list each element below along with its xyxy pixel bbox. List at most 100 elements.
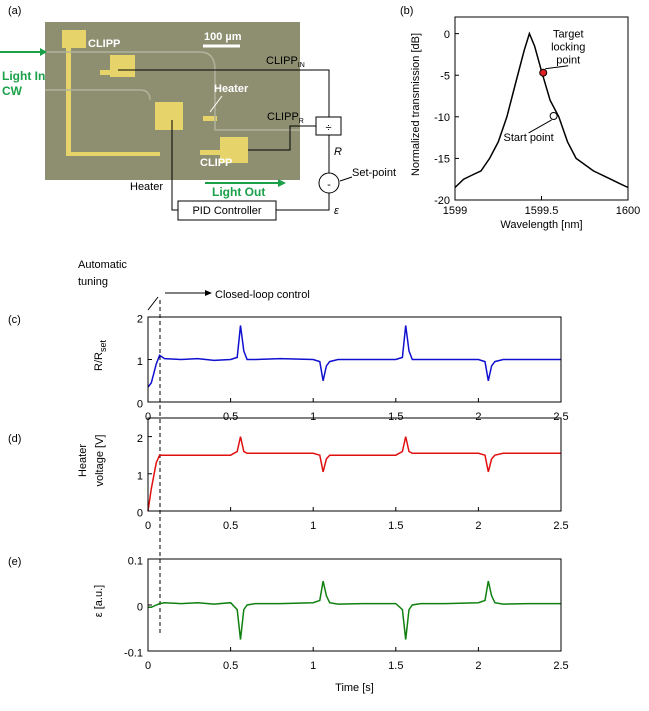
plot-frame: [454, 16, 629, 201]
x-tick-label: 1599.5: [525, 205, 559, 217]
label: CW: [2, 84, 23, 98]
marker: [539, 68, 548, 77]
y-tick-label: 0: [444, 29, 450, 41]
marker-label: point: [556, 55, 580, 67]
x-tick-label: 2.5: [553, 411, 568, 423]
wire: [118, 69, 330, 117]
x-tick-label: 2: [475, 520, 481, 532]
y-axis-label: Heater: [77, 444, 89, 477]
label-sub: set: [98, 340, 108, 353]
data-line: [147, 325, 561, 388]
x-tick-label: 1: [310, 411, 316, 423]
label: CLIPPIN: [266, 55, 305, 69]
y-tick-label: -20: [434, 195, 450, 207]
x-tick-label: 1: [310, 660, 316, 672]
label: CLIPP: [200, 157, 232, 169]
label: CLIPP: [267, 111, 299, 123]
panel-label: (d): [8, 433, 21, 445]
panel-a: (a) 100 µm CLIPP Heater CLIPP Light In C…: [0, 5, 396, 221]
x-tick-label: 1: [310, 520, 316, 532]
x-tick-label: 0: [145, 660, 151, 672]
pointer: [147, 296, 159, 311]
label: R: [299, 118, 304, 125]
plot-frame: [147, 316, 562, 403]
panel-label: (a): [8, 5, 21, 17]
label: -: [327, 179, 331, 191]
wire: [276, 193, 330, 211]
y-tick-label: 0: [137, 399, 143, 411]
y-tick-label: -5: [440, 70, 450, 82]
x-tick-label: 1599: [443, 205, 467, 217]
x-tick-label: 1.5: [388, 411, 403, 423]
label: PID Controller: [192, 205, 261, 217]
x-tick-label: 0.5: [223, 660, 238, 672]
arrowhead: [205, 290, 212, 296]
data-line: [454, 31, 629, 189]
y-tick-label: 0.1: [128, 556, 143, 568]
plot-frame: [147, 558, 562, 652]
y-tick-label: -15: [434, 154, 450, 166]
label: ε: [334, 205, 339, 217]
y-tick-label: -10: [434, 112, 450, 124]
arrow: [278, 179, 286, 187]
y-tick-label: 0: [137, 602, 143, 614]
x-tick-label: 0.5: [223, 411, 238, 423]
scale-label: 100 µm: [204, 31, 242, 43]
x-axis-label: Time [s]: [335, 682, 374, 694]
x-tick-label: 2: [475, 411, 481, 423]
marker: [549, 111, 558, 120]
x-tick-label: 0.5: [223, 520, 238, 532]
label: IN: [298, 62, 305, 69]
x-tick-label: 1.5: [388, 520, 403, 532]
label: CLIPPR: [267, 111, 304, 125]
label: R: [334, 146, 342, 158]
panel-label: (e): [8, 556, 21, 568]
label: ÷: [325, 122, 331, 134]
label: Heater: [214, 83, 249, 95]
pointer: [209, 95, 223, 113]
panel-label: (c): [8, 314, 21, 326]
annotation: tuning: [78, 276, 108, 288]
panel-label: (b): [400, 5, 413, 17]
data-line: [148, 580, 561, 640]
y-tick-label: -0.1: [124, 648, 143, 660]
y-tick-label: 1: [137, 470, 143, 482]
marker-label: Target: [553, 29, 584, 41]
marker-label: Start point: [504, 132, 554, 144]
y-tick-label: 2: [137, 433, 143, 445]
x-axis-label: Wavelength [nm]: [500, 219, 582, 231]
arrow: [40, 48, 47, 56]
x-tick-label: 1600: [616, 205, 640, 217]
y-tick-label: 2: [137, 314, 143, 326]
x-tick-label: 2.5: [553, 660, 568, 672]
label-text: Normalized transmission [dB]: [410, 33, 422, 176]
label: CLIPP: [88, 38, 120, 50]
y-axis-label: ε [a.u.]: [93, 585, 105, 617]
data-line: [147, 436, 561, 512]
wire: [248, 125, 316, 151]
label: CLIPP: [266, 55, 298, 67]
pointer: [545, 65, 569, 70]
marker-label: locking: [551, 42, 585, 54]
annotation: Closed-loop control: [215, 289, 310, 301]
label-text: R/R: [93, 352, 105, 371]
label: Heater: [130, 181, 163, 193]
x-tick-label: 0: [145, 411, 151, 423]
y-axis-label: Normalized transmission [dB]: [410, 33, 422, 176]
label: Light Out: [212, 185, 265, 199]
x-tick-label: 0: [145, 520, 151, 532]
label-text: ε [a.u.]: [93, 585, 105, 617]
y-tick-label: 1: [137, 356, 143, 368]
y-axis-label: R/Rset: [93, 340, 108, 371]
wire: [339, 176, 353, 182]
y-axis-label: voltage [V]: [94, 435, 106, 487]
y-tick-label: 0: [137, 508, 143, 520]
label: Light In: [2, 69, 45, 83]
x-tick-label: 2: [475, 660, 481, 672]
annotation: Automatic: [78, 259, 127, 271]
plot-frame: [147, 417, 562, 512]
chip-pads: [62, 30, 248, 163]
pointer: [528, 119, 552, 134]
x-tick-label: 1.5: [388, 660, 403, 672]
